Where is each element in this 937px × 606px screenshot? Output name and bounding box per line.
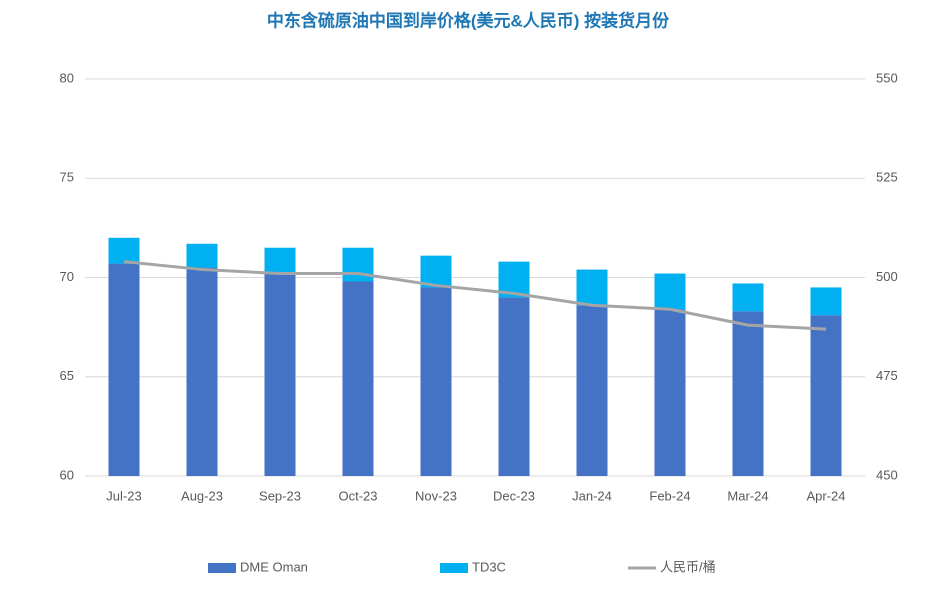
bar-segment [108,237,140,264]
legend-swatch [208,563,236,573]
bar-segment [576,269,608,306]
x-tick-label: Oct-23 [338,488,377,503]
bar-segment [732,311,764,476]
x-tick-label: Mar-24 [727,488,768,503]
legend-swatch [440,563,468,573]
bar-segment [732,283,764,312]
x-tick-label: Apr-24 [806,488,845,503]
bar-segment [498,297,530,476]
y-tick-label: 70 [60,269,74,284]
bar-segment [186,243,218,268]
y-tick-label: 65 [60,368,74,383]
bar-segment [810,315,842,476]
bar-segment [654,309,686,476]
y2-tick-label: 500 [876,269,898,284]
bar-segment [420,255,452,288]
x-tick-label: Feb-24 [649,488,690,503]
legend-label: 人民币/桶 [660,559,716,574]
x-tick-label: Jan-24 [572,488,612,503]
bar-segment [420,287,452,476]
x-tick-label: Sep-23 [259,488,301,503]
x-tick-label: Aug-23 [181,488,223,503]
bar-segment [342,281,374,476]
x-tick-label: Nov-23 [415,488,457,503]
y-tick-label: 75 [60,170,74,185]
y-tick-label: 80 [60,70,74,85]
y2-tick-label: 450 [876,467,898,482]
bar-segment [576,305,608,476]
bar-segment [186,267,218,476]
line-series [123,260,827,331]
x-tick-label: Dec-23 [493,488,535,503]
legend-label: TD3C [472,559,506,574]
bar-segment [810,287,842,316]
y2-tick-label: 525 [876,170,898,185]
bar-segment [264,247,296,274]
legend-label: DME Oman [240,559,308,574]
y2-tick-label: 550 [876,70,898,85]
chart-title: 中东含硫原油中国到岸价格(美元&人民币) 按装货月份 [267,10,670,30]
bar-segment [654,273,686,310]
x-tick-label: Jul-23 [106,488,141,503]
y-tick-label: 60 [60,467,74,482]
bar-segment [264,273,296,476]
bar-segment [108,263,140,476]
y2-tick-label: 475 [876,368,898,383]
